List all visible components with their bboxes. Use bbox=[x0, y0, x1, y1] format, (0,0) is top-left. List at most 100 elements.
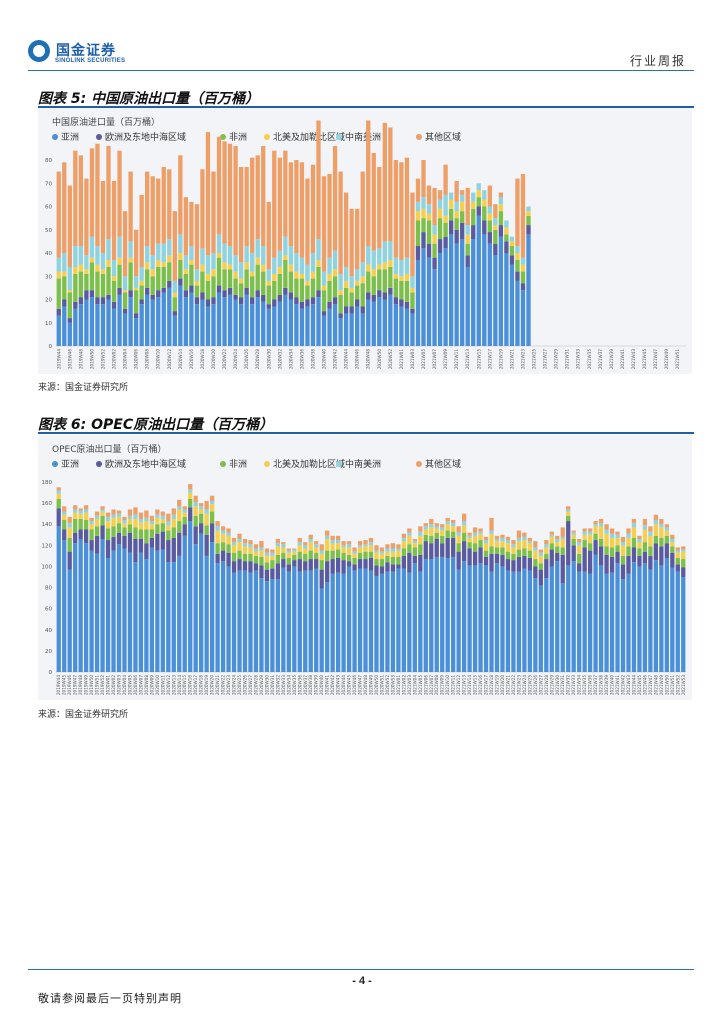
bar-segment bbox=[360, 283, 365, 307]
bar-segment bbox=[598, 546, 604, 566]
x-tick-label: 2020W34 bbox=[288, 349, 293, 369]
opec-crude-chart: OPEC原油出口量（百万桶） 亚洲 欧洲及东地中海区域 非洲 北美及加勒比区域 中南美洲其… bbox=[38, 435, 692, 700]
bar-stack bbox=[248, 540, 253, 672]
bar-stack bbox=[489, 517, 494, 672]
bar-segment bbox=[467, 535, 472, 538]
x-tick-label: 2021W35 bbox=[587, 349, 592, 369]
bar-segment bbox=[128, 241, 133, 258]
bar-segment bbox=[272, 257, 277, 274]
bar-segment bbox=[231, 572, 237, 672]
bar-stack bbox=[681, 546, 686, 672]
bar-segment bbox=[321, 315, 327, 346]
bar-segment bbox=[426, 213, 432, 221]
x-tick-label: 2021W31 bbox=[565, 349, 570, 369]
bar-segment bbox=[111, 276, 117, 281]
bar-segment bbox=[418, 531, 423, 536]
bar-segment bbox=[577, 563, 582, 572]
bar-segment bbox=[261, 264, 266, 272]
x-tick-label: 2020W21 bbox=[215, 675, 220, 695]
bar-stack bbox=[461, 513, 467, 672]
bar-segment bbox=[461, 541, 467, 562]
bar-segment bbox=[327, 280, 332, 302]
bar-segment bbox=[511, 553, 516, 561]
bar-segment bbox=[504, 241, 509, 254]
bar-stack bbox=[465, 187, 470, 346]
bar-segment bbox=[305, 280, 310, 286]
bar-segment bbox=[167, 262, 172, 281]
bar-segment bbox=[410, 287, 415, 293]
bar-segment bbox=[440, 527, 445, 531]
bar-segment bbox=[437, 239, 443, 253]
bar-segment bbox=[89, 262, 95, 291]
bar-segment bbox=[78, 246, 84, 265]
bar-segment bbox=[327, 257, 332, 274]
bar-segment bbox=[299, 301, 305, 309]
bar-segment bbox=[250, 304, 255, 346]
bar-segment bbox=[227, 246, 233, 265]
bar-segment bbox=[116, 523, 122, 533]
bar-segment bbox=[598, 565, 604, 672]
bar-segment bbox=[653, 524, 658, 536]
x-tick-label: 2020W05 bbox=[127, 675, 132, 695]
x-tick-label: 2021W35 bbox=[582, 675, 587, 695]
bar-segment bbox=[319, 569, 324, 589]
bar-segment bbox=[642, 525, 648, 530]
bar-stack bbox=[95, 143, 100, 346]
bar-segment bbox=[138, 539, 144, 553]
bar-segment bbox=[100, 506, 105, 510]
bar-segment bbox=[527, 570, 532, 672]
bar-segment bbox=[133, 507, 138, 515]
bar-segment bbox=[194, 269, 200, 281]
bar-segment bbox=[188, 489, 193, 493]
x-tick-label: 2021W09 bbox=[443, 349, 448, 369]
y-tick-label: 20 bbox=[45, 298, 52, 304]
bar-segment bbox=[368, 537, 374, 543]
bar-stack bbox=[493, 204, 498, 346]
bar-segment bbox=[259, 578, 264, 672]
bar-segment bbox=[670, 567, 675, 672]
legend-item: 非洲 bbox=[220, 131, 247, 143]
bar-segment bbox=[471, 201, 476, 209]
bar-segment bbox=[522, 536, 527, 541]
bar-segment bbox=[476, 206, 481, 216]
bar-stack bbox=[259, 541, 264, 672]
bar-segment bbox=[111, 517, 116, 527]
bar-segment bbox=[253, 548, 259, 552]
bar-segment bbox=[471, 208, 476, 226]
bar-segment bbox=[238, 304, 244, 346]
bar-segment bbox=[182, 509, 187, 513]
bar-segment bbox=[189, 259, 194, 265]
bar-segment bbox=[275, 563, 280, 580]
logo-mark-icon bbox=[28, 40, 50, 62]
bar-segment bbox=[642, 563, 648, 672]
bar-segment bbox=[609, 528, 615, 534]
bar-segment bbox=[410, 192, 415, 277]
bar-segment bbox=[133, 527, 138, 539]
bar-segment bbox=[509, 241, 515, 247]
bar-segment bbox=[429, 527, 434, 536]
bar-segment bbox=[216, 257, 222, 286]
bar-segment bbox=[105, 521, 111, 529]
bar-stack bbox=[220, 526, 226, 672]
legend-label: 其他区域 bbox=[425, 131, 461, 143]
bar-segment bbox=[211, 297, 216, 305]
bar-segment bbox=[437, 190, 443, 200]
x-tick-label: 2019W52 bbox=[100, 675, 105, 695]
bar-segment bbox=[571, 532, 576, 535]
bar-segment bbox=[338, 290, 343, 295]
bar-segment bbox=[166, 562, 171, 672]
bar-segment bbox=[283, 150, 288, 237]
bar-stack bbox=[122, 516, 127, 672]
bar-segment bbox=[144, 521, 149, 530]
bar-segment bbox=[363, 568, 368, 672]
bar-segment bbox=[231, 552, 237, 562]
bar-segment bbox=[615, 545, 620, 552]
bar-segment bbox=[242, 553, 248, 562]
bar-segment bbox=[253, 555, 259, 564]
bar-segment bbox=[105, 528, 111, 541]
bar-segment bbox=[451, 523, 456, 527]
bar-segment bbox=[294, 304, 299, 346]
bar-segment bbox=[281, 567, 286, 672]
bar-segment bbox=[440, 524, 445, 528]
bar-segment bbox=[465, 255, 470, 267]
